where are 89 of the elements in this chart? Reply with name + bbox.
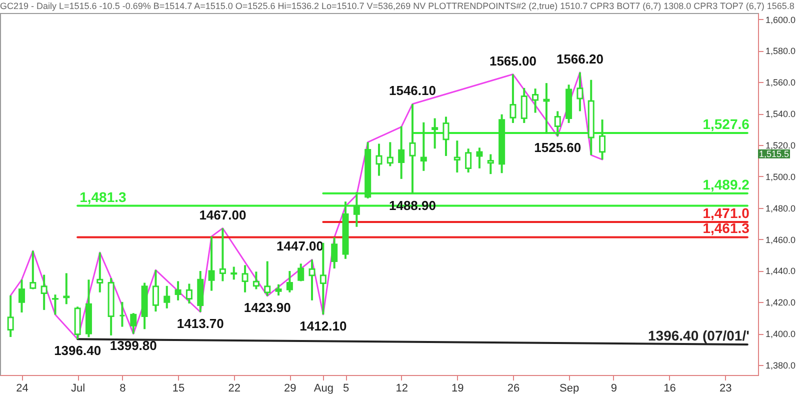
candlestick — [286, 270, 293, 294]
y-tick-label: 1,460.0 — [766, 234, 796, 245]
x-tick-label: Sep — [560, 382, 580, 394]
candlestick — [454, 140, 460, 174]
x-tick-label: 16 — [664, 382, 676, 394]
y-tick-label: 1,520.0 — [766, 140, 796, 150]
x-tick-label: 12 — [396, 382, 408, 394]
candlestick — [442, 116, 450, 157]
x-tick-label: 23 — [719, 382, 732, 394]
candlestick — [118, 300, 126, 328]
candlestick — [465, 148, 472, 174]
x-tick-label: 15 — [172, 382, 185, 394]
annotation: 1399.80 — [110, 338, 157, 353]
candlestick — [242, 264, 248, 294]
text: 1,515.5 — [759, 148, 790, 159]
candlestick — [18, 278, 25, 314]
candlestick — [52, 294, 58, 316]
annotation: 1525.60 — [534, 140, 582, 156]
annotation: 1546.10 — [388, 82, 436, 98]
y-tick-label: 1,500.0 — [766, 172, 796, 182]
candlestick — [532, 88, 539, 114]
candlestick — [353, 191, 360, 228]
candlestick — [96, 251, 104, 294]
candlestick — [7, 294, 14, 338]
annotation: 1413.70 — [176, 316, 224, 331]
y-tick-label: 1,600.0 — [766, 14, 796, 25]
candlestick — [398, 125, 405, 180]
y-tick-label: 1,540.0 — [766, 109, 796, 120]
x-tick-label: Aug — [314, 382, 334, 394]
candlestick — [409, 102, 416, 195]
candlestick — [543, 82, 550, 135]
x-tick-label: 9 — [610, 382, 618, 394]
series-label: 1,471.0 — [702, 204, 750, 221]
candlestick — [230, 266, 238, 281]
candlestick — [476, 146, 483, 170]
candlestick — [487, 153, 494, 176]
candlestick — [264, 260, 271, 297]
y-tick-label: 1,580.0 — [766, 46, 796, 56]
candlestick — [298, 262, 304, 282]
series-label: 1,481.3 — [80, 188, 126, 205]
candlestick — [308, 258, 316, 302]
y-tick-label: 1,380.0 — [766, 360, 796, 370]
x-tick-label: Jul — [71, 382, 86, 394]
series-label: 1,489.2 — [702, 176, 750, 192]
candlestick — [164, 284, 170, 310]
candlestick — [186, 282, 192, 305]
x-tick-label: 24 — [16, 382, 28, 394]
candlestick — [208, 235, 215, 292]
candlestick — [63, 272, 70, 306]
candlestick — [599, 118, 606, 161]
candlestick — [386, 141, 394, 168]
y-tick-label: 1,440.0 — [766, 266, 796, 276]
candlestick — [252, 270, 260, 290]
series-label: 1,461.3 — [702, 220, 750, 236]
candlestick — [510, 73, 516, 124]
series-label: 1,527.6 — [702, 116, 750, 132]
chart-title: GC219 - Daily L=1515.6 -10.5 -0.69% B=1514.7 A=1515.0 O=1525.6 Hi=1536.2 Lo=1510.7 V=536,269 NV PLOTTRENDPOINTS#2 (2,true) 1510.7 CPR3 BOT7 (6,7) 1308.0 CPR3 TOP7 (6,7) 1565.8 — [0, 1, 794, 11]
line-series — [10, 72, 604, 340]
candlestick — [376, 142, 382, 177]
candlestick — [520, 86, 528, 124]
candlestick — [432, 117, 438, 150]
x-tick-label: 5 — [342, 382, 350, 394]
x-tick-label: 19 — [452, 382, 464, 394]
y-tick-label: 1,420.0 — [766, 298, 796, 308]
candlestick — [275, 283, 282, 296]
candlestick — [331, 236, 338, 270]
candlestick — [152, 269, 159, 313]
x-tick-label: 29 — [284, 382, 296, 394]
annotation: 1396.40 — [54, 343, 102, 358]
annotation: 1467.00 — [199, 207, 246, 222]
candlestick — [576, 71, 584, 112]
annotation: 1565.00 — [489, 53, 536, 68]
candlestick — [174, 280, 182, 302]
annotation: 1566.20 — [556, 51, 604, 66]
candlestick — [420, 121, 427, 172]
x-tick-label: 8 — [120, 382, 126, 394]
x-tick-label: 26 — [507, 382, 520, 394]
candlestick — [219, 227, 226, 282]
candlestick — [554, 110, 561, 138]
y-tick-label: 1,480.0 — [766, 203, 796, 214]
annotation: 1412.10 — [300, 318, 347, 334]
candlestick — [130, 312, 137, 335]
x-tick-label: 22 — [228, 382, 240, 394]
candlestick — [40, 274, 48, 311]
y-tick-label: 1,400.0 — [766, 329, 796, 340]
candlestick — [30, 250, 36, 290]
series-label: 1396.40 (07/01/' — [648, 328, 750, 344]
annotation: 1423.90 — [244, 300, 291, 315]
y-tick-label: 1,560.0 — [766, 78, 796, 88]
